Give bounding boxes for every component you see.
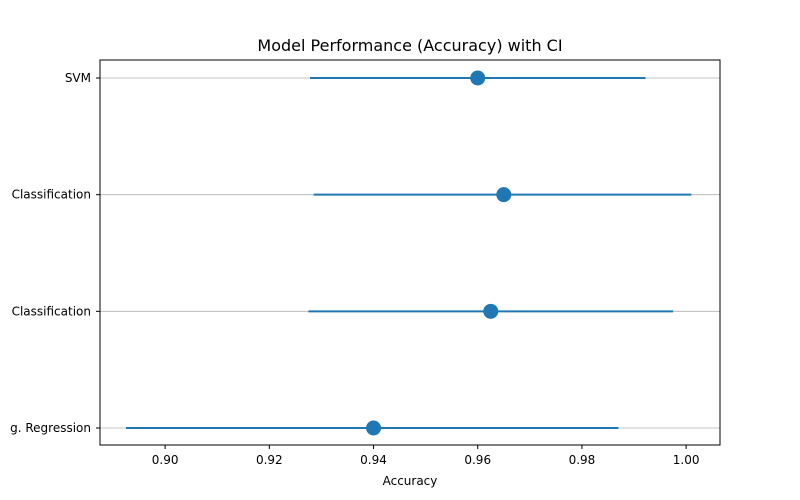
point-marker	[366, 420, 382, 436]
y-tick-label: Classification	[12, 304, 91, 318]
data-points	[366, 70, 512, 436]
confidence-intervals	[126, 77, 692, 429]
chart-title: Model Performance (Accuracy) with CI	[257, 36, 562, 55]
y-tick-labels: g. Regression Classification Classificatio…	[10, 71, 100, 435]
x-tick-label: 0.98	[569, 453, 596, 467]
y-tick-label: Classification	[12, 188, 91, 202]
x-tick-label: 0.94	[360, 453, 387, 467]
x-tick-label: 0.96	[464, 453, 491, 467]
y-tick-label: SVM	[65, 71, 91, 85]
x-tick-label: 0.92	[256, 453, 283, 467]
x-ticks: 0.90 0.92 0.94 0.96 0.98 1.00	[152, 445, 700, 467]
plot-frame	[99, 59, 721, 446]
point-marker	[496, 187, 512, 203]
point-marker	[470, 70, 486, 86]
y-tick-label: g. Regression	[10, 421, 91, 435]
x-tick-label: 1.00	[673, 453, 700, 467]
x-axis-label: Accuracy	[383, 474, 438, 488]
x-tick-label: 0.90	[152, 453, 179, 467]
grid-lines	[100, 77, 720, 429]
point-marker	[483, 303, 499, 319]
